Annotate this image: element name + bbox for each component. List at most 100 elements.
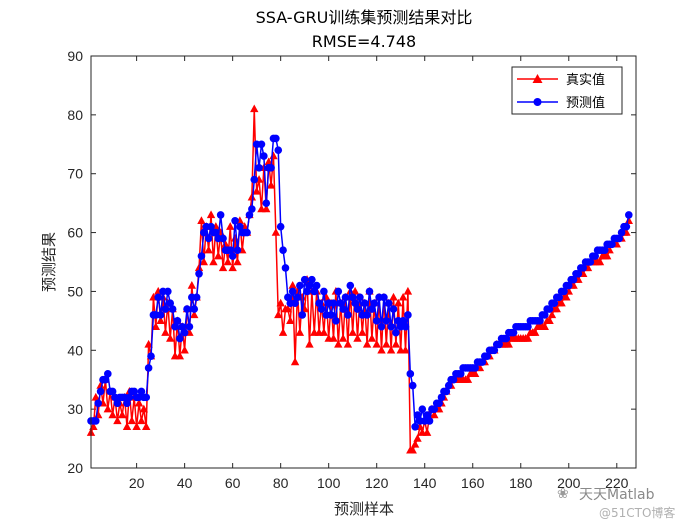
data-point <box>622 222 631 231</box>
plot-area <box>91 56 636 468</box>
data-point <box>509 328 518 337</box>
data-point <box>281 264 290 272</box>
data-point <box>430 410 439 419</box>
data-point <box>356 293 364 302</box>
data-point <box>456 370 465 378</box>
data-point <box>295 328 305 336</box>
data-point <box>279 246 287 255</box>
data-point <box>103 404 113 413</box>
data-point <box>178 322 187 331</box>
data-point <box>471 364 479 372</box>
data-point <box>483 352 491 360</box>
data-point <box>310 287 319 296</box>
data-point <box>144 339 153 348</box>
data-point <box>308 275 316 284</box>
y-tick-label: 70 <box>67 166 83 182</box>
data-point <box>127 416 137 425</box>
series-1 <box>87 134 633 431</box>
data-point <box>171 322 179 331</box>
x-axis-label: 预测样本 <box>334 500 394 518</box>
data-point <box>199 257 209 266</box>
data-point <box>382 317 391 325</box>
data-point <box>233 257 242 266</box>
data-point <box>329 334 338 342</box>
data-point <box>173 317 182 325</box>
data-point <box>187 281 197 289</box>
data-point <box>358 328 367 336</box>
data-point <box>250 175 259 184</box>
data-point <box>286 316 295 325</box>
data-point <box>312 281 321 290</box>
data-point <box>212 228 220 237</box>
data-point <box>218 263 228 272</box>
data-point <box>144 364 153 372</box>
x-tick-label: 60 <box>225 475 241 491</box>
data-point <box>303 287 311 296</box>
data-point <box>91 392 101 401</box>
data-point <box>204 234 213 243</box>
data-point <box>560 287 568 296</box>
data-point <box>122 422 132 430</box>
data-point <box>161 305 170 313</box>
data-point <box>574 269 583 278</box>
data-point <box>132 422 141 430</box>
data-point <box>540 322 549 330</box>
data-point <box>348 293 357 302</box>
data-point <box>380 293 388 302</box>
data-point <box>403 286 413 295</box>
data-point <box>291 299 299 308</box>
data-point <box>142 422 151 430</box>
data-point <box>317 305 326 313</box>
data-point <box>523 334 533 342</box>
data-point <box>336 299 345 308</box>
data-point <box>339 305 347 313</box>
plot-frame <box>90 55 637 469</box>
data-point <box>101 375 110 384</box>
data-point <box>276 298 285 307</box>
data-point <box>262 199 271 207</box>
y-tick-label: 40 <box>67 342 83 358</box>
data-point <box>118 410 127 419</box>
data-point <box>550 299 559 308</box>
data-point <box>130 387 139 396</box>
data-point <box>151 322 161 330</box>
data-point <box>478 358 487 366</box>
data-point <box>266 180 276 189</box>
data-point <box>190 310 199 319</box>
x-tick-label: 200 <box>557 475 581 491</box>
data-point <box>278 328 288 336</box>
data-point <box>113 399 122 408</box>
data-point <box>367 334 377 342</box>
data-point <box>435 399 443 408</box>
data-point <box>399 317 407 325</box>
data-point <box>185 322 194 331</box>
data-point <box>394 298 403 307</box>
legend-marker-true <box>532 74 543 83</box>
x-tick-label: 40 <box>177 475 193 491</box>
data-point <box>154 293 163 302</box>
data-point <box>272 134 280 143</box>
data-point <box>137 416 146 425</box>
data-point <box>300 275 309 284</box>
y-tick-label: 90 <box>67 48 83 64</box>
data-point <box>228 263 237 272</box>
watermark-source: @51CTO博客 <box>599 506 676 520</box>
data-point <box>156 316 165 325</box>
data-point <box>547 310 557 319</box>
data-point <box>437 393 446 402</box>
data-point <box>368 305 376 313</box>
data-point <box>602 251 612 260</box>
x-tick-label: 180 <box>509 475 533 491</box>
data-point <box>334 287 343 296</box>
data-point <box>247 192 257 201</box>
data-point <box>209 257 218 266</box>
data-point <box>463 375 473 383</box>
data-point <box>408 445 417 454</box>
data-point <box>579 264 587 272</box>
data-point <box>384 299 393 308</box>
data-point <box>226 246 235 255</box>
data-point <box>449 375 458 384</box>
data-point <box>524 322 532 331</box>
data-point <box>194 263 204 272</box>
data-point <box>243 228 251 237</box>
